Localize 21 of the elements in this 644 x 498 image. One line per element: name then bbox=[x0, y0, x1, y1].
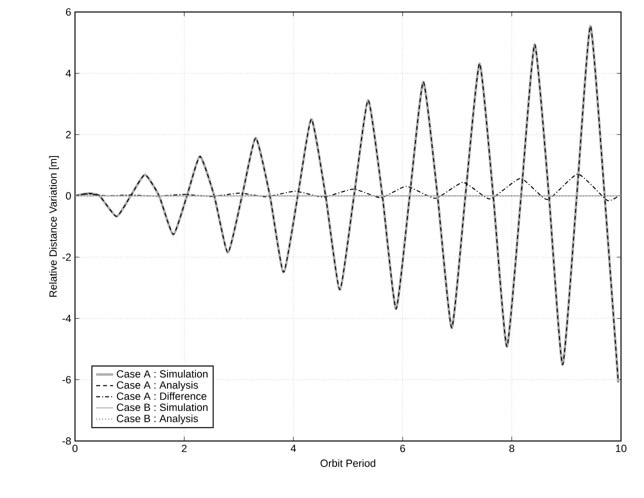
legend-label: Case B : Simulation bbox=[116, 403, 208, 412]
x-tick-label: 0 bbox=[72, 444, 78, 452]
legend-label: Case B : Analysis bbox=[116, 414, 198, 424]
y-tick-label: 4 bbox=[66, 70, 71, 77]
y-tick-label: -2 bbox=[62, 254, 71, 261]
legend-label: Case A : Difference bbox=[116, 392, 206, 400]
x-axis-title: Orbit Period bbox=[320, 459, 376, 467]
y-tick-label: 6 bbox=[66, 8, 71, 16]
x-tick-label: 2 bbox=[182, 444, 187, 452]
x-tick-label: 6 bbox=[400, 444, 406, 452]
y-tick-label: 0 bbox=[66, 192, 71, 200]
legend-label: Case A : Simulation bbox=[116, 370, 208, 378]
y-tick-label: -4 bbox=[62, 314, 71, 322]
y-axis-title: Relative Distance Variation [m] bbox=[49, 156, 59, 297]
legend-label: Case A : Analysis bbox=[116, 381, 198, 391]
x-tick-label: 10 bbox=[616, 444, 626, 452]
y-tick-label: -6 bbox=[62, 376, 71, 384]
x-tick-label: 8 bbox=[509, 444, 514, 452]
x-tick-label: 4 bbox=[290, 444, 296, 452]
y-tick-label: -8 bbox=[62, 437, 71, 445]
y-tick-label: 2 bbox=[66, 130, 71, 138]
